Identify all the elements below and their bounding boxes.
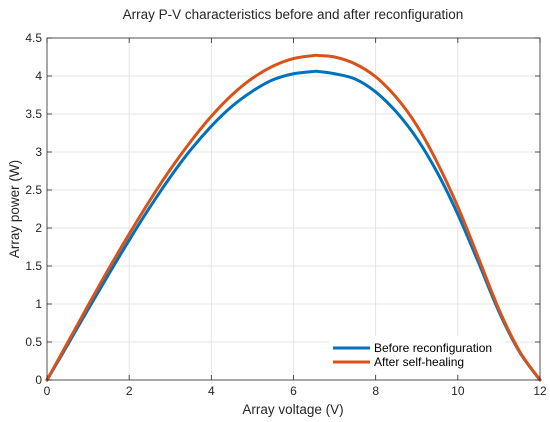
legend-label-after-self-healing: After self-healing bbox=[374, 355, 464, 369]
series-layer bbox=[45, 53, 542, 382]
y-tick-label: 4.5 bbox=[25, 31, 42, 45]
x-tick-label: 4 bbox=[208, 384, 215, 398]
x-tick-label: 12 bbox=[533, 384, 547, 398]
y-tick-label: 3 bbox=[35, 145, 42, 159]
x-tick-label: 0 bbox=[44, 384, 51, 398]
y-tick-label: 1 bbox=[35, 297, 42, 311]
x-tick-label: 10 bbox=[451, 384, 465, 398]
series-line-after-self-healing bbox=[45, 53, 542, 382]
y-tick-label: 3.5 bbox=[25, 107, 42, 121]
legend-label-before-reconfiguration: Before reconfiguration bbox=[374, 341, 492, 355]
series-line-before-reconfiguration bbox=[45, 69, 542, 382]
y-tick-label: 2 bbox=[35, 221, 42, 235]
legend: Before reconfiguration After self-healin… bbox=[329, 336, 505, 374]
y-tick-label: 4 bbox=[35, 69, 42, 83]
legend-box bbox=[329, 336, 505, 374]
chart-title: Array P-V characteristics before and aft… bbox=[123, 7, 464, 22]
y-tick-label: 2.5 bbox=[25, 183, 42, 197]
x-tick-label: 2 bbox=[126, 384, 133, 398]
grid-layer bbox=[47, 38, 540, 380]
y-tick-label: 1.5 bbox=[25, 259, 42, 273]
y-tick-label: 0 bbox=[35, 373, 42, 387]
x-tick-label: 6 bbox=[290, 384, 297, 398]
x-tick-label: 8 bbox=[372, 384, 379, 398]
y-axis-title: Array power (W) bbox=[7, 160, 22, 258]
y-tick-label: 0.5 bbox=[25, 335, 42, 349]
x-axis-title: Array voltage (V) bbox=[242, 402, 343, 417]
tick-layer: 0 2 4 6 8 10 12 0 0.5 1 1.5 2 2.5 3 3.5 4 4.5 bbox=[25, 31, 547, 398]
